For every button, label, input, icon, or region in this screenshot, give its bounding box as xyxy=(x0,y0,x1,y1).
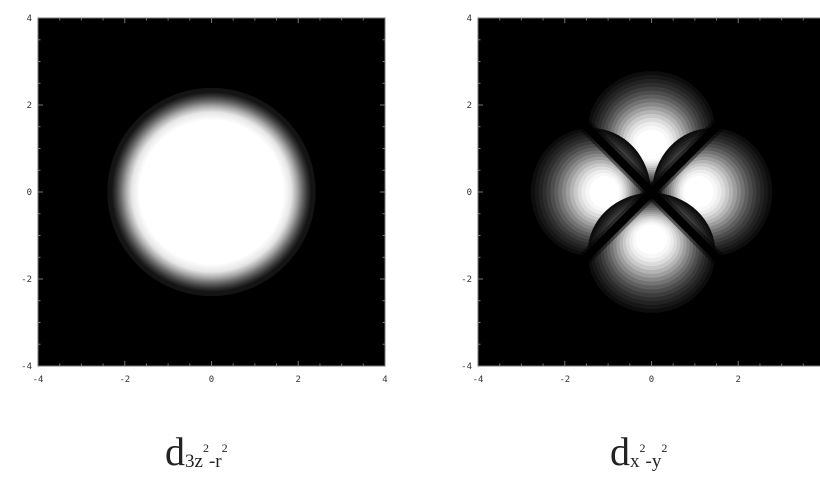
panel-d3z2-r2: -4 -2 0 2 4 -4 -2 0 2 4 d3z2-r2 xyxy=(21,14,388,472)
heatmap-d3z2-r2: -4 -2 0 2 4 -4 -2 0 2 4 xyxy=(21,14,388,385)
label-main: d xyxy=(610,429,630,474)
y-tick-label: 2 xyxy=(467,101,472,111)
axis-ticks xyxy=(37,17,386,367)
label-d3z2-r2: d3z2-r2 xyxy=(165,432,228,472)
y-tick-label: -2 xyxy=(461,275,472,285)
label-part1: x xyxy=(630,451,640,472)
label-sup1: 2 xyxy=(639,441,646,455)
label-part2: -y xyxy=(645,451,662,472)
x-tick-label: 2 xyxy=(296,375,301,385)
axis-ticks xyxy=(477,17,804,367)
x-tick-label: 2 xyxy=(736,375,741,385)
orbital-disk xyxy=(111,92,312,292)
label-main: d xyxy=(165,429,185,474)
label-dx2-y2: dx2-y2 xyxy=(610,432,667,472)
y-tick-label: 2 xyxy=(27,101,32,111)
x-tick-label: -4 xyxy=(473,375,484,385)
label-sup2: 2 xyxy=(221,441,228,455)
density-layer xyxy=(478,18,820,366)
x-tick-label: 0 xyxy=(649,375,654,385)
y-tick-label: 0 xyxy=(467,188,472,198)
x-tick-label: 4 xyxy=(382,375,387,385)
orbital-lobe xyxy=(587,192,716,313)
y-tick-label: 4 xyxy=(467,14,472,24)
label-sup2: 2 xyxy=(661,441,668,455)
label-sup1: 2 xyxy=(202,441,209,455)
y-tick-label: -4 xyxy=(21,362,32,372)
x-tick-label: -4 xyxy=(33,375,44,385)
x-tick-label: 0 xyxy=(209,375,214,385)
density-layer xyxy=(107,87,316,297)
x-tick-label: -2 xyxy=(119,375,130,385)
x-tick-label: -2 xyxy=(559,375,570,385)
y-tick-label: 4 xyxy=(27,14,32,24)
label-part2: -r xyxy=(208,451,222,472)
nodal-line xyxy=(478,18,820,366)
label-part1: 3z xyxy=(185,451,203,472)
y-tick-label: -4 xyxy=(461,362,472,372)
y-tick-label: 0 xyxy=(27,188,32,198)
y-tick-label: -2 xyxy=(21,275,32,285)
